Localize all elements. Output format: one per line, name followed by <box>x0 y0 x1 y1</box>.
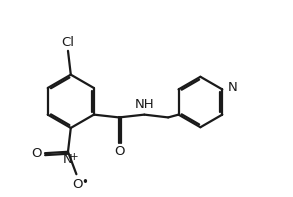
Text: Cl: Cl <box>62 36 74 49</box>
Text: O: O <box>32 147 42 160</box>
Text: N: N <box>227 82 237 95</box>
Text: O: O <box>73 177 83 190</box>
Text: +: + <box>70 152 79 162</box>
Text: O: O <box>114 145 124 158</box>
Text: N: N <box>63 153 73 166</box>
Text: NH: NH <box>135 98 155 111</box>
Text: •: • <box>81 177 88 190</box>
